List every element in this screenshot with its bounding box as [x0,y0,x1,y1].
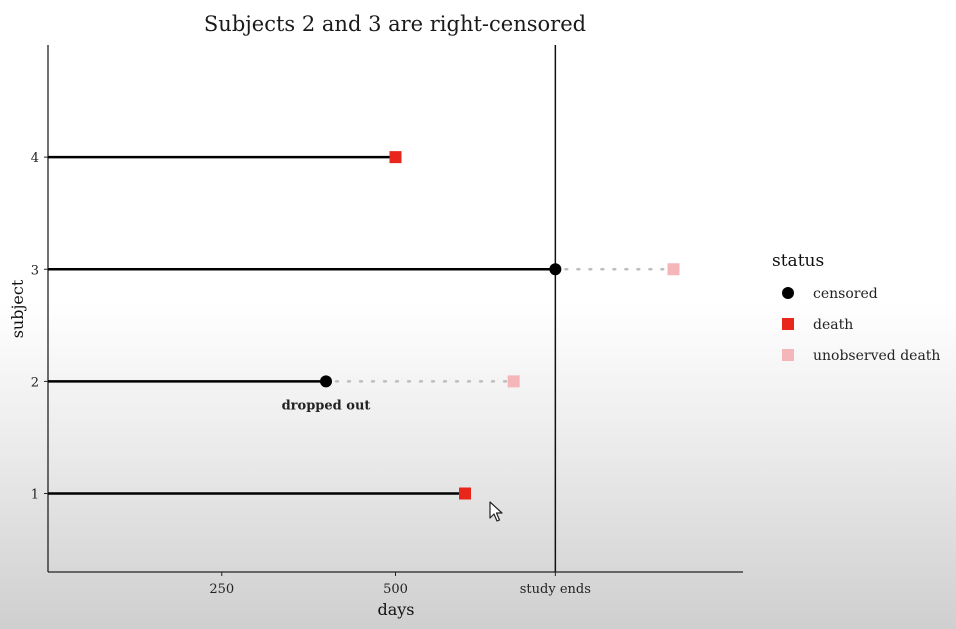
x-tick-label: 500 [383,582,408,597]
x-tick-label: 250 [209,582,234,597]
legend-key-square [782,318,794,330]
legend-label: censored [813,286,878,302]
death-point [389,151,402,164]
legend-label: death [813,317,853,333]
legend-key-square [782,349,794,361]
unobserved-death-point [667,263,680,276]
chart-title: Subjects 2 and 3 are right-censored [204,12,586,36]
y-tick-label: 2 [31,375,39,390]
censored-point [549,263,562,276]
mouse-pointer-icon [489,501,503,522]
legend-label: unobserved death [813,348,940,364]
unobserved-death-point [507,375,520,388]
x-axis-label: days [377,600,414,619]
plot-area: 250 500 study ends 1 2 3 4 dropped out [31,45,743,597]
y-axis-label: subject [8,279,27,338]
legend-title: status [772,251,824,271]
y-tick-label: 3 [31,263,39,278]
x-tick-label: study ends [520,582,591,597]
censored-point [320,375,332,388]
y-tick-label: 1 [31,488,39,503]
legend-key-circle [782,287,794,299]
legend: status censored death unobserved death [772,251,940,364]
death-point [459,487,471,500]
y-tick-label: 4 [31,151,39,166]
annotation-label: dropped out [282,398,371,413]
